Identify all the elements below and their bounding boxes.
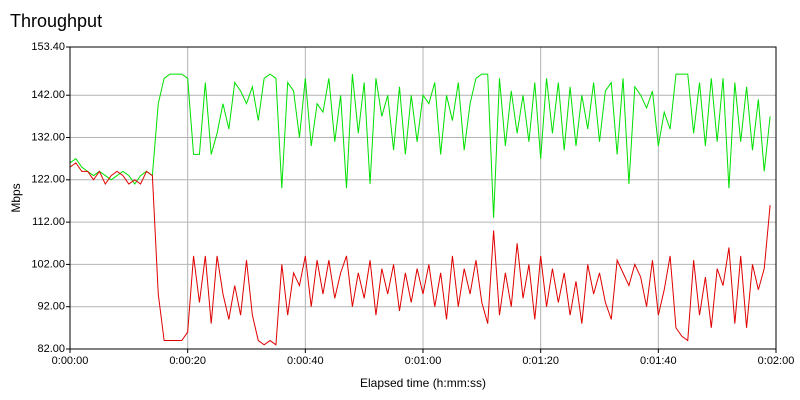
chart-title: Throughput — [10, 11, 102, 31]
y-tick-label: 153.40 — [31, 41, 65, 53]
y-tick-label: 132.00 — [31, 131, 65, 143]
y-tick-label: 142.00 — [31, 89, 65, 101]
x-tick-label: 0:02:00 — [758, 355, 795, 367]
x-tick-label: 0:00:20 — [169, 355, 206, 367]
x-tick-label: 0:00:40 — [287, 355, 324, 367]
y-tick-label: 102.00 — [31, 258, 65, 270]
series-line — [69, 162, 771, 346]
y-tick-label: 82.00 — [37, 343, 65, 355]
y-tick-label: 112.00 — [32, 216, 65, 228]
plot-border — [69, 46, 777, 350]
x-axis-title: Elapsed time (h:mm:ss) — [360, 376, 486, 390]
series-line — [69, 73, 771, 218]
y-tick-label: 92.00 — [37, 301, 65, 313]
x-tick-label: 0:01:40 — [640, 355, 677, 367]
x-tick-label: 0:00:00 — [52, 355, 89, 367]
x-tick-label: 0:01:20 — [522, 355, 559, 367]
y-axis-title: Mbps — [9, 183, 23, 212]
x-tick-label: 0:01:00 — [405, 355, 442, 367]
y-tick-label: 122.00 — [31, 174, 65, 186]
